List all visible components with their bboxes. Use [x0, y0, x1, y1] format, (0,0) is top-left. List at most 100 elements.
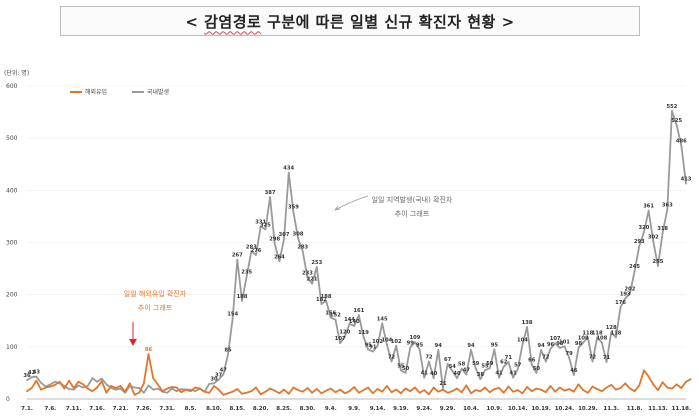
data-label: 50: [533, 366, 541, 372]
series-lines: [26, 110, 692, 396]
y-tick-labels: 0 100 200 300 400 500 600: [6, 83, 18, 403]
data-label: 38: [477, 372, 485, 378]
x-tick-label: 9.14.: [370, 406, 386, 412]
data-point: [311, 391, 313, 394]
data-point: [156, 387, 159, 390]
data-point: [180, 388, 183, 390]
data-point: [166, 387, 169, 390]
data-label: 42: [28, 370, 36, 376]
data-point: [241, 392, 243, 395]
data-point: [689, 378, 692, 381]
data-label: 552: [667, 104, 678, 110]
x-tick-label: 9.4.: [325, 406, 337, 412]
data-label: 46: [570, 368, 578, 374]
data-label: 94: [435, 343, 443, 349]
data-label: 308: [293, 231, 304, 237]
data-point: [437, 349, 440, 351]
data-point: [456, 377, 458, 380]
data-point: [353, 386, 356, 388]
data-point: [371, 392, 374, 395]
data-point: [680, 387, 683, 389]
data-point: [554, 342, 557, 345]
data-point: [516, 389, 519, 392]
data-point: [577, 346, 580, 349]
data-point: [661, 381, 664, 384]
data-point: [610, 331, 613, 334]
data-point: [619, 306, 622, 309]
data-point: [390, 360, 393, 363]
data-point: [306, 387, 309, 389]
data-point: [507, 361, 510, 363]
data-point: [250, 390, 253, 393]
x-tick-label: 10.9.: [487, 406, 503, 412]
data-point: [465, 373, 468, 376]
data-point: [470, 349, 472, 351]
data-label: 359: [288, 205, 299, 211]
x-tick-label: 8.15.: [229, 406, 245, 412]
data-point: [63, 385, 66, 387]
data-label: 101: [559, 339, 570, 345]
data-point: [390, 391, 393, 394]
data-point: [203, 390, 206, 393]
data-label: 50: [402, 366, 410, 372]
data-point: [100, 377, 103, 380]
data-point: [357, 314, 360, 316]
x-tick-label: 10.14.: [508, 406, 528, 412]
data-label: 361: [643, 204, 654, 210]
data-label: 55: [397, 363, 405, 369]
data-point: [521, 392, 524, 395]
data-label: 94: [467, 343, 475, 349]
data-label: 188: [237, 294, 248, 300]
data-point: [114, 388, 117, 391]
data-point: [166, 391, 169, 394]
data-point: [227, 392, 229, 395]
data-point: [152, 388, 155, 391]
data-label: 331: [255, 219, 266, 225]
data-label: 104: [381, 338, 392, 344]
data-label: 72: [589, 354, 597, 360]
data-point: [451, 369, 454, 372]
data-point: [236, 388, 239, 390]
data-label: 47: [220, 367, 228, 373]
data-point: [619, 387, 622, 389]
data-point: [269, 387, 271, 390]
data-point: [217, 388, 220, 391]
data-point: [222, 393, 225, 396]
data-label: 72: [388, 354, 396, 360]
data-point: [278, 260, 281, 263]
data-point: [484, 369, 486, 372]
data-label: 176: [615, 300, 626, 306]
data-point: [512, 376, 514, 379]
data-label: 30: [210, 376, 218, 382]
data-point: [26, 379, 28, 382]
data-point: [114, 387, 117, 389]
x-tick-label: 9.29.: [440, 406, 456, 412]
data-point: [582, 389, 585, 392]
data-point: [600, 390, 603, 393]
data-label: 119: [358, 330, 369, 336]
data-point: [329, 316, 332, 319]
data-point: [170, 387, 173, 390]
data-label: 95: [416, 342, 424, 348]
data-label: 43: [33, 370, 41, 376]
data-point: [54, 380, 56, 383]
data-label: 41: [421, 371, 429, 377]
x-tick-label: 11.8.: [627, 406, 643, 412]
data-point: [586, 391, 589, 394]
data-point: [638, 245, 641, 248]
data-point: [189, 390, 192, 393]
data-point: [105, 391, 108, 394]
y-tick-label: 100: [6, 344, 18, 351]
data-point: [362, 389, 365, 392]
annotation-arrowhead: [129, 339, 137, 346]
data-point: [343, 392, 346, 395]
data-point: [138, 387, 141, 389]
y-tick-label: 500: [6, 135, 18, 142]
data-point: [657, 265, 659, 267]
data-point: [605, 361, 608, 363]
data-label: 387: [265, 190, 276, 196]
data-point: [264, 390, 267, 393]
data-point: [442, 387, 444, 389]
x-tick-label: 8.20.: [253, 406, 269, 412]
data-point: [586, 336, 589, 339]
